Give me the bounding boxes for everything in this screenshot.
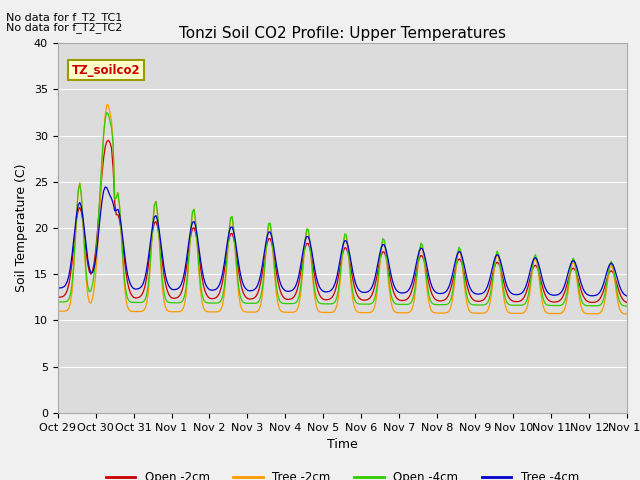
Tree -4cm bbox=[305, 234, 312, 240]
Open -4cm bbox=[253, 300, 261, 305]
Tree -2cm bbox=[593, 311, 601, 317]
Open -4cm bbox=[305, 227, 312, 232]
Open -2cm bbox=[125, 286, 133, 292]
Tree -2cm bbox=[244, 309, 252, 315]
Legend: Open -2cm, Tree -2cm, Open -4cm, Tree -4cm: Open -2cm, Tree -2cm, Open -4cm, Tree -4… bbox=[101, 467, 584, 480]
Open -2cm bbox=[253, 291, 261, 297]
Line: Open -2cm: Open -2cm bbox=[58, 140, 627, 302]
Open -2cm bbox=[244, 296, 252, 301]
Tree -4cm bbox=[125, 277, 133, 283]
Tree -4cm bbox=[54, 285, 61, 291]
Tree -4cm bbox=[101, 184, 109, 190]
Open -4cm bbox=[225, 229, 233, 235]
Tree -2cm bbox=[623, 311, 631, 317]
Open -2cm bbox=[104, 137, 112, 143]
Tree -2cm bbox=[253, 309, 261, 314]
Tree -4cm bbox=[593, 292, 601, 298]
Line: Tree -4cm: Tree -4cm bbox=[58, 187, 627, 296]
Open -4cm bbox=[244, 300, 252, 306]
Tree -2cm bbox=[225, 231, 233, 237]
Open -2cm bbox=[54, 294, 61, 300]
Open -4cm bbox=[54, 299, 61, 305]
Tree -4cm bbox=[225, 230, 233, 236]
Y-axis label: Soil Temperature (C): Soil Temperature (C) bbox=[15, 164, 28, 292]
Text: TZ_soilco2: TZ_soilco2 bbox=[72, 63, 140, 76]
Title: Tonzi Soil CO2 Profile: Upper Temperatures: Tonzi Soil CO2 Profile: Upper Temperatur… bbox=[179, 25, 506, 41]
Tree -2cm bbox=[103, 102, 111, 108]
Open -4cm bbox=[593, 303, 601, 309]
Text: No data for f_T2_TC2: No data for f_T2_TC2 bbox=[6, 22, 123, 33]
Open -2cm bbox=[623, 300, 631, 305]
Open -4cm bbox=[623, 303, 631, 309]
Text: No data for f_T2_TC1: No data for f_T2_TC1 bbox=[6, 12, 123, 23]
Line: Open -4cm: Open -4cm bbox=[58, 112, 627, 306]
Open -2cm bbox=[593, 299, 601, 304]
Open -4cm bbox=[125, 298, 133, 304]
Tree -4cm bbox=[253, 283, 261, 288]
X-axis label: Time: Time bbox=[327, 438, 358, 451]
Tree -4cm bbox=[623, 293, 631, 299]
Tree -2cm bbox=[54, 308, 61, 314]
Tree -4cm bbox=[244, 288, 252, 293]
Tree -2cm bbox=[125, 307, 133, 312]
Line: Tree -2cm: Tree -2cm bbox=[58, 105, 627, 314]
Tree -2cm bbox=[305, 228, 312, 234]
Open -2cm bbox=[305, 241, 312, 247]
Open -2cm bbox=[225, 237, 233, 242]
Open -4cm bbox=[103, 109, 111, 115]
